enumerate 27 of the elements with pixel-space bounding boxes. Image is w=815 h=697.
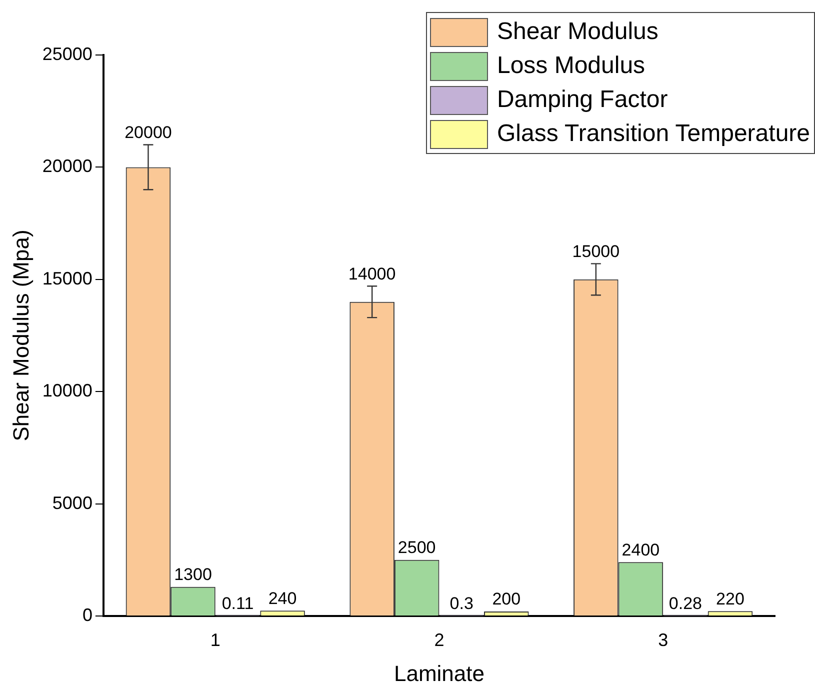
data-label: 14000 bbox=[348, 264, 396, 284]
legend-label: Shear Modulus bbox=[496, 17, 658, 47]
legend-label: Glass Transition Temperature bbox=[496, 119, 810, 149]
legend-label: Damping Factor bbox=[496, 85, 668, 115]
x-axis-title: Laminate bbox=[394, 660, 484, 686]
data-label: 0.28 bbox=[668, 594, 702, 614]
data-label: 0.3 bbox=[450, 594, 474, 614]
data-label: 1300 bbox=[174, 565, 212, 584]
x-tick-label: 2 bbox=[434, 630, 444, 650]
y-tick-label: 15000 bbox=[42, 268, 92, 288]
data-label: 2500 bbox=[398, 538, 436, 558]
y-tick-label: 20000 bbox=[42, 156, 92, 176]
x-tick-label: 1 bbox=[210, 630, 220, 650]
data-label: 2400 bbox=[622, 540, 660, 560]
data-label: 220 bbox=[716, 589, 744, 608]
x-tick-label: 3 bbox=[658, 630, 668, 650]
data-label: 20000 bbox=[124, 122, 172, 142]
data-label: 200 bbox=[492, 590, 521, 609]
data-label: 0.11 bbox=[222, 594, 254, 614]
y-tick-label: 10000 bbox=[42, 380, 92, 401]
y-tick-label: 0 bbox=[82, 604, 92, 625]
y-axis-title: Shear Modulus (Mpa) bbox=[8, 230, 34, 442]
legend-label: Loss Modulus bbox=[496, 51, 646, 81]
data-label: 240 bbox=[268, 588, 297, 608]
data-label: 15000 bbox=[572, 242, 620, 261]
y-tick-label: 25000 bbox=[42, 44, 92, 64]
y-tick-label: 5000 bbox=[52, 492, 92, 513]
